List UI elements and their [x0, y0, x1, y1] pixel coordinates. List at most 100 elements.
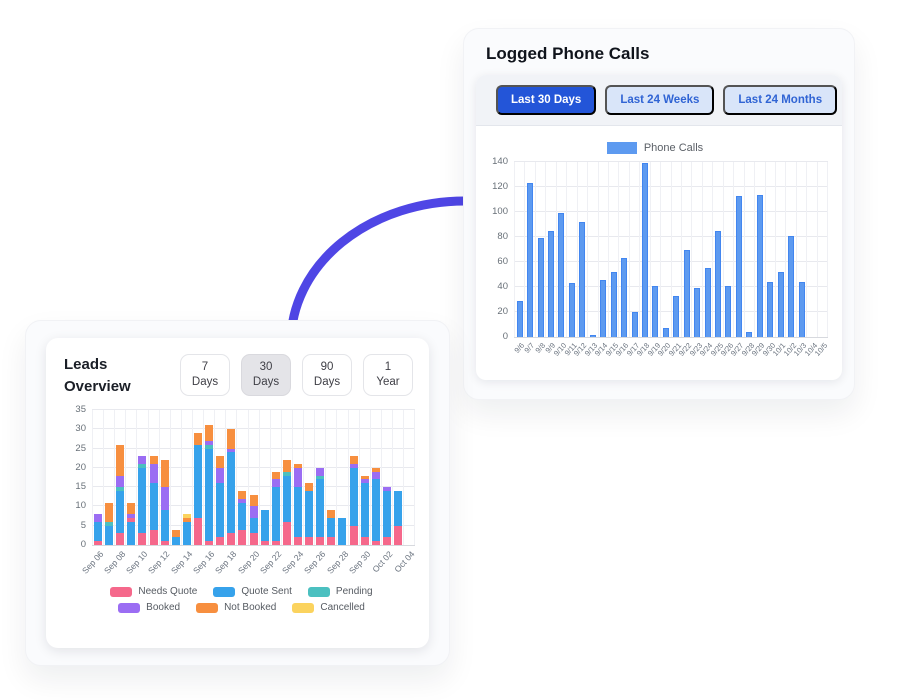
leads-bar-segment[interactable] [94, 514, 103, 522]
legend-item-booked[interactable]: Booked [118, 602, 180, 613]
phone-calls-bar[interactable] [579, 222, 586, 337]
leads-bar-segment[interactable] [205, 448, 214, 542]
leads-bar-segment[interactable] [271, 487, 280, 542]
phone-calls-bar[interactable] [610, 272, 617, 337]
leads-bar-segment[interactable] [116, 475, 125, 488]
leads-bar-segment[interactable] [182, 521, 191, 545]
leads-bar-segment[interactable] [282, 521, 291, 545]
leads-bar-segment[interactable] [194, 433, 203, 445]
leads-bar-segment[interactable] [105, 502, 114, 522]
leads-bar-segment[interactable] [305, 491, 314, 538]
leads-bar-segment[interactable] [360, 475, 369, 480]
range-button-90-days[interactable]: 90 Days [302, 354, 352, 396]
leads-bar-segment[interactable] [282, 471, 291, 476]
tab-last-24-weeks[interactable]: Last 24 Weeks [605, 85, 715, 115]
leads-bar-segment[interactable] [171, 537, 180, 545]
leads-bar-segment[interactable] [271, 541, 280, 545]
leads-bar-segment[interactable] [349, 525, 358, 545]
leads-bar-segment[interactable] [160, 460, 169, 488]
leads-bar-segment[interactable] [327, 518, 336, 538]
leads-bar-segment[interactable] [327, 537, 336, 545]
leads-bar-segment[interactable] [127, 514, 136, 519]
tab-last-24-months[interactable]: Last 24 Months [723, 85, 838, 115]
leads-bar-segment[interactable] [216, 483, 225, 538]
leads-bar-segment[interactable] [94, 521, 103, 542]
leads-bar-segment[interactable] [205, 541, 214, 545]
phone-calls-bar[interactable] [683, 249, 690, 337]
leads-bar-segment[interactable] [205, 440, 214, 445]
phone-calls-bar[interactable] [746, 332, 753, 337]
leads-bar-segment[interactable] [138, 533, 147, 545]
legend-item-quote-sent[interactable]: Quote Sent [213, 586, 292, 597]
leads-bar-segment[interactable] [294, 467, 303, 488]
leads-bar-segment[interactable] [249, 518, 258, 534]
range-button-30-days[interactable]: 30 Days [241, 354, 291, 396]
leads-bar-segment[interactable] [171, 529, 180, 538]
phone-calls-bar[interactable] [652, 285, 659, 337]
leads-bar-segment[interactable] [316, 467, 325, 476]
leads-bar-segment[interactable] [127, 521, 136, 545]
leads-bar-segment[interactable] [371, 541, 380, 545]
leads-bar-segment[interactable] [216, 537, 225, 545]
leads-bar-segment[interactable] [394, 491, 402, 526]
leads-bar-segment[interactable] [182, 518, 191, 522]
phone-calls-bar[interactable] [798, 282, 805, 337]
leads-bar-segment[interactable] [194, 518, 203, 545]
leads-bar-segment[interactable] [127, 518, 136, 522]
leads-bar-segment[interactable] [238, 498, 247, 503]
leads-bar-segment[interactable] [105, 525, 114, 545]
legend-item-pending[interactable]: Pending [307, 586, 373, 597]
leads-bar-segment[interactable] [116, 491, 125, 534]
leads-bar-segment[interactable] [249, 533, 258, 545]
leads-bar-segment[interactable] [360, 483, 369, 538]
legend-item-cancelled[interactable]: Cancelled [292, 602, 365, 613]
phone-calls-bar[interactable] [767, 282, 774, 337]
phone-calls-bar[interactable] [600, 279, 607, 337]
leads-bar-segment[interactable] [238, 502, 247, 530]
leads-bar-segment[interactable] [349, 467, 358, 526]
phone-calls-bar[interactable] [704, 268, 711, 337]
leads-bar-segment[interactable] [205, 425, 214, 441]
leads-bar-segment[interactable] [116, 444, 125, 476]
leads-bar-segment[interactable] [116, 487, 125, 492]
leads-bar-segment[interactable] [316, 479, 325, 538]
phone-calls-bar[interactable] [527, 183, 534, 337]
phone-calls-bar[interactable] [641, 163, 648, 337]
phone-calls-bar[interactable] [558, 213, 565, 337]
leads-bar-segment[interactable] [149, 529, 158, 545]
leads-bar-segment[interactable] [160, 510, 169, 542]
leads-bar-segment[interactable] [305, 537, 314, 545]
leads-bar-segment[interactable] [249, 506, 258, 519]
leads-bar-segment[interactable] [316, 537, 325, 545]
phone-calls-bar[interactable] [735, 195, 742, 337]
phone-calls-bar[interactable] [568, 283, 575, 337]
leads-bar-segment[interactable] [394, 525, 402, 545]
phone-calls-bar[interactable] [548, 230, 555, 337]
leads-bar-segment[interactable] [138, 467, 147, 534]
leads-bar-segment[interactable] [271, 471, 280, 480]
leads-bar-segment[interactable] [138, 464, 147, 468]
leads-bar-segment[interactable] [338, 518, 347, 545]
leads-bar-segment[interactable] [249, 494, 258, 507]
leads-bar-segment[interactable] [382, 491, 391, 538]
leads-bar-segment[interactable] [327, 510, 336, 519]
leads-bar-segment[interactable] [349, 464, 358, 468]
tab-last-30-days[interactable]: Last 30 Days [496, 85, 597, 115]
leads-bar-segment[interactable] [371, 471, 380, 480]
phone-calls-bar[interactable] [631, 312, 638, 337]
leads-bar-segment[interactable] [282, 475, 291, 522]
leads-bar-segment[interactable] [194, 444, 203, 518]
leads-bar-segment[interactable] [382, 537, 391, 545]
phone-calls-bar[interactable] [694, 288, 701, 337]
legend-item-not-booked[interactable]: Not Booked [196, 602, 276, 613]
leads-bar-segment[interactable] [360, 479, 369, 484]
range-button-1-year[interactable]: 1 Year [363, 354, 413, 396]
leads-bar-segment[interactable] [371, 467, 380, 472]
leads-bar-segment[interactable] [205, 444, 214, 449]
phone-calls-bar[interactable] [621, 258, 628, 337]
leads-bar-segment[interactable] [238, 529, 247, 545]
phone-calls-bar[interactable] [589, 334, 596, 337]
leads-bar-segment[interactable] [294, 537, 303, 545]
leads-bar-segment[interactable] [360, 537, 369, 545]
leads-bar-segment[interactable] [182, 514, 191, 519]
